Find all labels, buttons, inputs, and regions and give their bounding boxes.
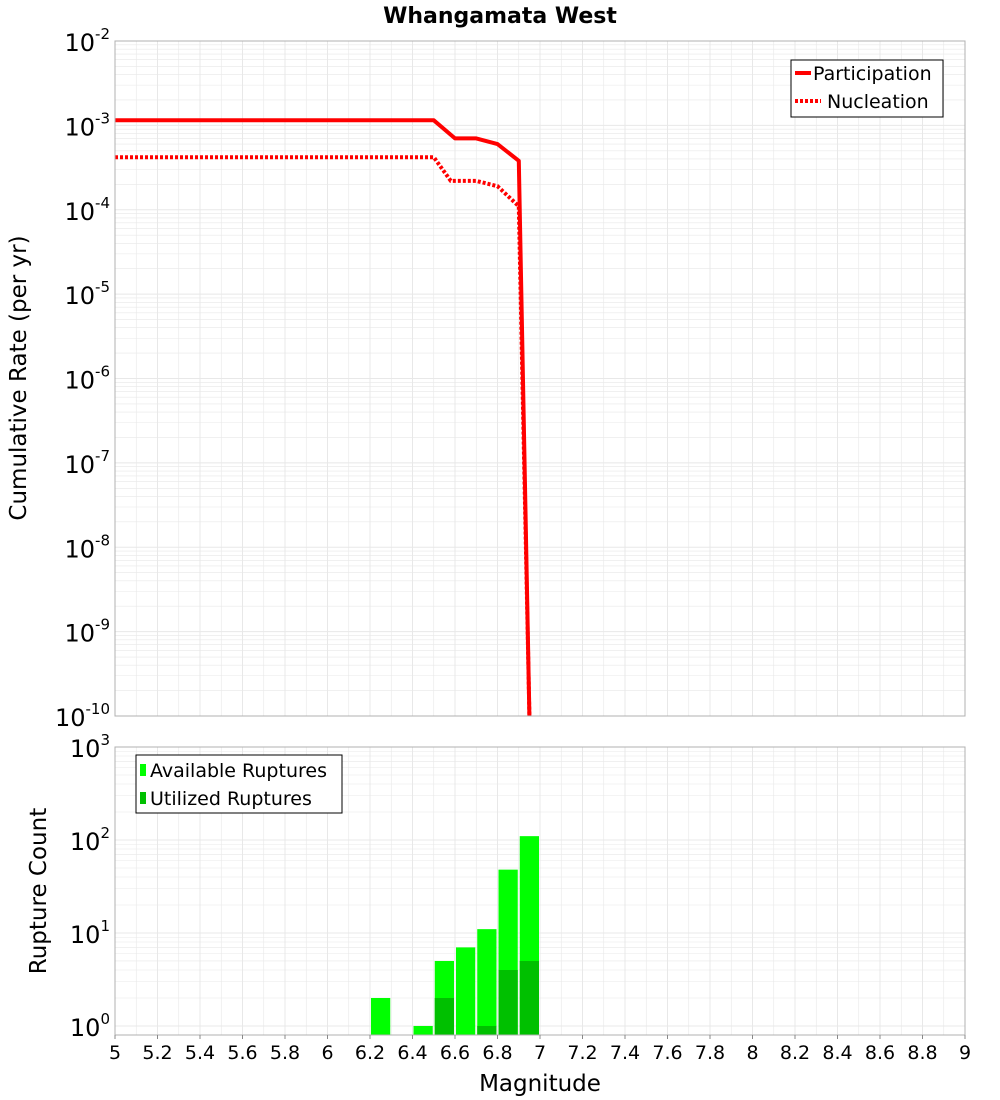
- x-tick-label: 5.2: [142, 1042, 172, 1064]
- x-tick-label: 7: [534, 1042, 546, 1064]
- x-tick-label: 8.8: [907, 1042, 937, 1064]
- utilized-rupture-bar: [498, 969, 518, 1035]
- count-y-tick-label: 101: [70, 917, 110, 949]
- x-tick-label: 9: [959, 1042, 971, 1064]
- available-rupture-bar: [477, 929, 497, 1035]
- count-y-tick-label: 103: [70, 731, 110, 763]
- rate-y-tick-label: 10-8: [64, 531, 110, 563]
- legend-participation-label: Participation: [813, 63, 932, 85]
- rate-plot-frame: [114, 40, 966, 717]
- x-tick-label: 7.8: [695, 1042, 725, 1064]
- x-tick-label: 8: [746, 1042, 758, 1064]
- rate-plot-panel: 10-2 10-3 10-4 10-5 10-6 10-7 10-8 10-9 10-10 Cu…: [6, 25, 966, 732]
- legend-utilized-label: Utilized Ruptures: [150, 788, 312, 810]
- x-axis-label: Magnitude: [479, 1071, 601, 1097]
- utilized-rupture-bar: [519, 960, 539, 1035]
- utilized-rupture-bar: [477, 1025, 497, 1035]
- legend-available-label: Available Ruptures: [150, 760, 327, 782]
- rate-y-tick-label: 10-10: [55, 700, 110, 732]
- rate-legend-box: [790, 59, 944, 118]
- x-tick-label: 8.2: [780, 1042, 810, 1064]
- count-y-axis-label: Rupture Count: [26, 808, 52, 974]
- x-tick-label: 8.4: [822, 1042, 852, 1064]
- count-plot-bars: [371, 836, 539, 1035]
- legend-utilized-swatch: [140, 792, 146, 804]
- count-plot-grid: [114, 747, 966, 1035]
- rate-y-tick-label: 10-9: [64, 616, 110, 648]
- chart-title: Whangamata West: [383, 4, 617, 29]
- count-plot-x-ticks: 5 5.2 5.4 5.6 5.8 6 6.2 6.4 6.6 6.8 7 7.2 7.4 7.6 7.8 8…: [109, 1035, 971, 1064]
- rate-y-tick-label: 10-7: [64, 447, 110, 479]
- rate-legend: Participation Nucleation: [790, 59, 944, 118]
- x-tick-label: 6.8: [482, 1042, 512, 1064]
- x-tick-label: 7.2: [567, 1042, 597, 1064]
- x-tick-label: 6.2: [355, 1042, 385, 1064]
- rate-y-tick-label: 10-5: [64, 278, 110, 310]
- legend-nucleation-label: Nucleation: [827, 91, 929, 113]
- available-rupture-bar: [413, 1025, 433, 1035]
- x-tick-label: 8.6: [865, 1042, 895, 1064]
- x-tick-label: 6: [321, 1042, 333, 1064]
- available-rupture-bar: [456, 947, 476, 1035]
- x-tick-label: 5.8: [270, 1042, 300, 1064]
- count-legend-box: [135, 754, 343, 814]
- x-tick-label: 6.4: [397, 1042, 427, 1064]
- rate-y-tick-label: 10-2: [64, 25, 110, 57]
- rate-y-tick-label: 10-3: [64, 109, 110, 141]
- rate-y-tick-label: 10-6: [64, 363, 110, 395]
- count-plot-y-ticks: 103 102 101 100: [70, 731, 110, 1042]
- rate-y-tick-label: 10-4: [64, 194, 110, 226]
- available-rupture-bar: [371, 997, 391, 1035]
- count-y-tick-label: 100: [70, 1010, 110, 1042]
- rate-plot-grid: [114, 41, 966, 717]
- rate-y-axis-label: Cumulative Rate (per yr): [6, 235, 32, 520]
- rate-plot-series: [115, 118, 532, 717]
- participation-line: [115, 118, 532, 717]
- x-tick-label: 7.4: [610, 1042, 640, 1064]
- x-tick-label: 6.6: [440, 1042, 470, 1064]
- x-tick-label: 5.4: [185, 1042, 215, 1064]
- x-tick-label: 5: [109, 1042, 121, 1064]
- count-legend: Available Ruptures Utilized Ruptures: [135, 754, 343, 814]
- rate-plot-y-ticks: 10-2 10-3 10-4 10-5 10-6 10-7 10-8 10-9 10-10: [55, 25, 110, 732]
- x-tick-label: 5.6: [227, 1042, 257, 1064]
- legend-available-swatch: [140, 764, 146, 776]
- utilized-rupture-bar: [434, 997, 454, 1035]
- count-y-tick-label: 102: [70, 824, 110, 856]
- count-plot-panel: 103 102 101 100 5 5.2 5.4 5.6 5.8 6 6.2 6.4 6.6 6.8 7…: [26, 731, 971, 1097]
- x-tick-label: 7.6: [652, 1042, 682, 1064]
